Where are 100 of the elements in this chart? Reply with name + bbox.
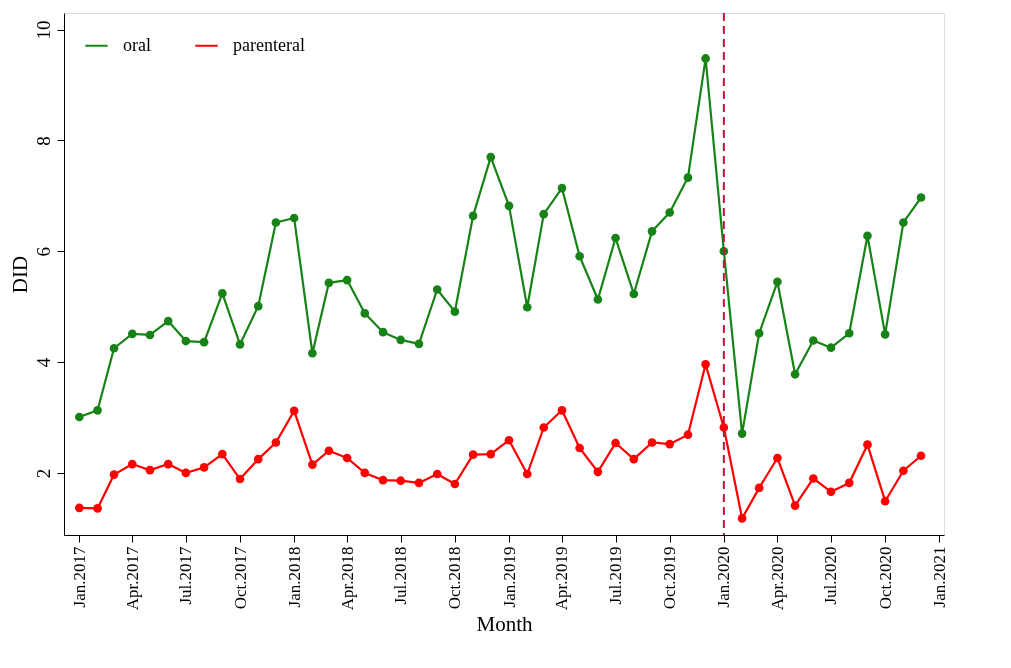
point [575, 443, 584, 453]
point [522, 469, 532, 479]
point [289, 406, 299, 416]
y-tick-label: 10 [32, 20, 54, 40]
x-tick-label: Jan.2017 [69, 546, 89, 608]
point [432, 285, 442, 294]
point [414, 339, 424, 349]
point [145, 465, 155, 475]
point [109, 343, 119, 353]
point [199, 463, 209, 472]
legend-label: parenteral [233, 34, 305, 55]
point [790, 501, 800, 510]
point [629, 289, 639, 299]
point [575, 251, 584, 261]
point [665, 208, 675, 217]
x-tick-label: Apr.2018 [337, 546, 357, 611]
point [468, 450, 478, 459]
point [844, 328, 854, 338]
point [324, 446, 334, 456]
point [899, 466, 908, 476]
point [773, 453, 782, 463]
point [289, 213, 299, 223]
point [342, 453, 352, 463]
point [504, 435, 514, 445]
point [539, 209, 549, 219]
point [522, 302, 532, 312]
point [127, 329, 137, 339]
point [271, 218, 281, 227]
point [414, 478, 424, 488]
point [486, 449, 496, 459]
point [308, 348, 317, 358]
point [308, 460, 317, 469]
point [863, 440, 872, 449]
y-tick-label: 2 [32, 468, 54, 479]
x-tick-label: Jan.2018 [284, 546, 304, 608]
point [557, 406, 567, 415]
point [916, 193, 926, 202]
point [790, 369, 800, 379]
point [808, 336, 818, 345]
point [253, 301, 263, 311]
x-tick-label: Apr.2020 [767, 546, 787, 611]
x-axis-title: Month [476, 612, 533, 637]
point [701, 54, 710, 63]
point [450, 307, 460, 316]
y-tick-label: 6 [32, 247, 54, 257]
point [360, 309, 370, 318]
x-tick-label: Oct.2020 [875, 546, 895, 610]
point [899, 218, 908, 227]
x-tick-label: Apr.2019 [552, 546, 572, 611]
x-tick-label: Jul.2017 [176, 546, 196, 605]
point [611, 233, 620, 243]
point [181, 336, 191, 346]
x-tick-label: Jul.2019 [606, 546, 626, 605]
point [683, 173, 693, 182]
y-axis-title: DID [7, 255, 32, 294]
point [163, 316, 173, 326]
x-tick-label: Jan.2021 [929, 546, 949, 608]
point [808, 474, 818, 483]
point [324, 278, 334, 288]
point [360, 468, 370, 478]
point [683, 430, 693, 440]
point [826, 487, 836, 497]
legend-label: oral [123, 34, 151, 55]
point [701, 360, 710, 369]
point [844, 478, 854, 488]
point [611, 438, 620, 448]
point [199, 337, 209, 347]
point [271, 438, 281, 447]
point [74, 412, 84, 422]
point [109, 470, 119, 479]
y-tick-label: 8 [32, 136, 54, 146]
point [93, 504, 102, 513]
point [486, 152, 496, 162]
x-tick-label: Oct.2018 [445, 546, 465, 610]
point [880, 496, 890, 506]
point [145, 330, 155, 340]
point [863, 231, 872, 241]
x-tick-label: Jan.2020 [714, 546, 734, 608]
point [916, 451, 926, 461]
point [378, 475, 388, 485]
y-tick-label: 4 [32, 357, 54, 368]
point [235, 340, 245, 349]
point [504, 201, 514, 211]
point [218, 289, 227, 298]
x-tick-label: Apr.2017 [122, 546, 142, 611]
point [880, 330, 890, 339]
point [74, 503, 84, 513]
point [378, 327, 388, 337]
point [218, 449, 227, 459]
point [593, 295, 603, 304]
point [163, 459, 173, 469]
x-tick-label: Oct.2019 [660, 546, 680, 610]
point [396, 335, 406, 345]
point [629, 454, 639, 464]
point [754, 483, 764, 493]
point [593, 467, 603, 477]
x-tick-label: Jul.2020 [821, 546, 841, 605]
x-tick-label: Oct.2017 [230, 546, 250, 610]
point [342, 275, 352, 285]
point [647, 227, 657, 236]
